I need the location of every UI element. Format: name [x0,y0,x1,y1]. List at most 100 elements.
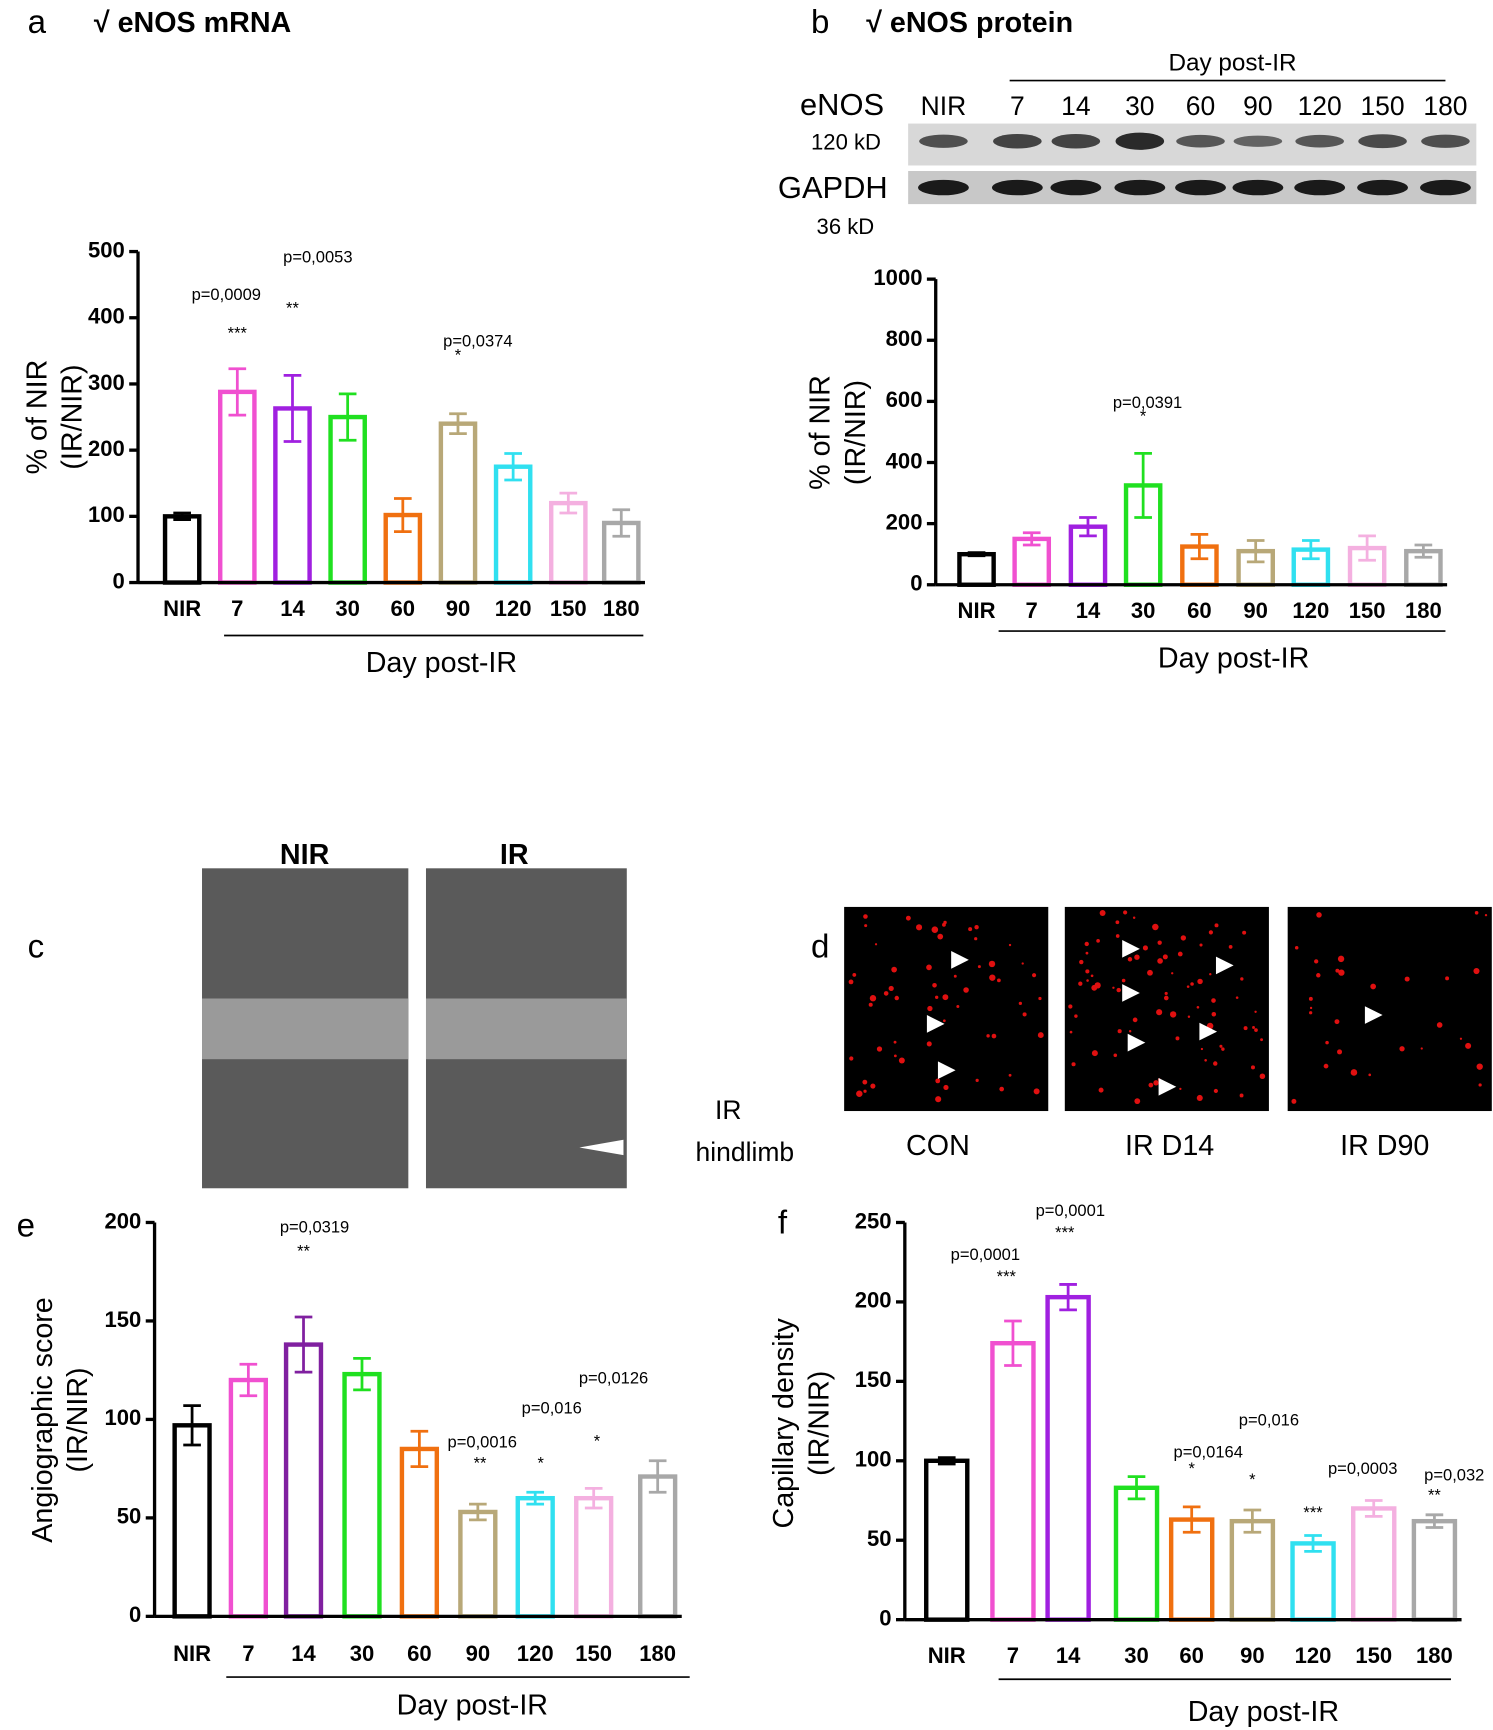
vessel [1465,1042,1472,1049]
vessel [974,925,979,930]
x-tick-label: 7 [1007,1643,1019,1668]
x-axis-label: Day post-IR [366,647,517,679]
blot-control-kd: 36 kD [817,214,875,239]
annotation: * [1140,406,1147,425]
bar [1045,1294,1091,1622]
arrow-label: IR [715,1095,741,1125]
error-bar [173,511,191,522]
annotation: p=0,0001 [1036,1201,1105,1220]
vessel [1022,1012,1027,1017]
vessel [894,995,899,1001]
vessel [1325,1040,1329,1045]
image-label: IR D90 [1340,1130,1429,1162]
vessel [868,1002,873,1007]
arrowhead [1122,984,1140,1002]
error-bar [1243,1508,1262,1534]
y-tick-label: 200 [105,1208,142,1233]
vessel [863,914,868,919]
band [1232,179,1284,196]
error-bar [283,373,302,443]
lane-label: 90 [1243,91,1272,121]
vessel [1157,958,1163,964]
arrow-label: hindlimb [696,1137,795,1167]
vessel [849,1056,854,1061]
vessel [870,1083,876,1089]
y-tick-label: 500 [88,237,125,262]
vessel [883,991,889,996]
y-axis-label: (IR/NIR) [840,380,872,485]
vessel [1337,1049,1343,1055]
panel-letter: b [811,4,829,41]
blot-control: GAPDH [778,170,888,205]
y-tick-label: 0 [879,1605,891,1630]
bar [549,500,588,585]
vessel [1209,973,1212,976]
x-tick-label: NIR [173,1641,211,1666]
band [1051,133,1101,149]
error-bar [1134,451,1152,519]
band [991,179,1043,196]
vessel [1294,945,1299,950]
vessel [1096,939,1100,943]
blot-header: Day post-IR [1168,49,1296,76]
vessel [1436,1022,1443,1028]
vessel [1156,1009,1163,1016]
vessel [1037,1032,1044,1039]
vessel [893,1054,897,1058]
vessel [1021,962,1024,965]
annotation: p=0,0319 [280,1217,349,1236]
x-tick-label: 150 [1349,598,1386,623]
y-axis-label: % of NIR [805,375,837,490]
band [1357,179,1408,196]
vessel [935,1096,942,1103]
vessel [1078,981,1083,986]
vessel [1213,1088,1218,1094]
error-bar [1190,532,1209,561]
vessel [1115,920,1120,925]
bar [990,1341,1036,1622]
vessel [1473,968,1480,975]
x-tick-label: 14 [291,1641,316,1666]
arrow [579,1139,624,1156]
vessel [1235,996,1239,999]
band [1175,179,1226,196]
error-bar [1414,543,1433,559]
vessel [942,922,946,927]
vessel [1309,1006,1313,1010]
error-bar [1364,1499,1383,1518]
band [1115,132,1165,150]
vessel [863,1089,867,1093]
x-tick-label: 30 [1124,1643,1149,1668]
vessel [1399,1046,1405,1052]
error-bar [294,1315,313,1374]
annotation: p=0,016 [1239,1410,1299,1429]
vessel [1180,935,1187,941]
error-bar [1079,516,1097,538]
arrowhead [951,951,969,969]
x-tick-label: 120 [1295,1643,1332,1668]
vessel [1032,973,1037,978]
error-bar [1425,1513,1444,1529]
bar [399,1446,440,1619]
annotation: p=0,0374 [443,331,512,350]
x-axis-label: Day post-IR [397,1689,548,1721]
vessel [874,943,878,946]
vessel [1474,910,1479,915]
x-tick-label: 14 [1056,1643,1081,1668]
x-tick-label: 30 [350,1641,375,1666]
vessel [1153,1080,1159,1086]
x-tick-label: 7 [1026,598,1038,623]
vessel [1484,914,1488,917]
error-bar [1304,1534,1322,1553]
y-tick-label: 200 [855,1288,892,1313]
x-tick-label: 60 [1187,598,1212,623]
annotation: ** [286,298,299,317]
vessel [1316,973,1321,978]
bar [574,1495,614,1619]
vessel [1074,1014,1078,1018]
y-axis-label: Capillary density [768,1317,800,1528]
error-bar [967,551,986,558]
band [1358,134,1407,149]
error-bar [526,1490,545,1506]
